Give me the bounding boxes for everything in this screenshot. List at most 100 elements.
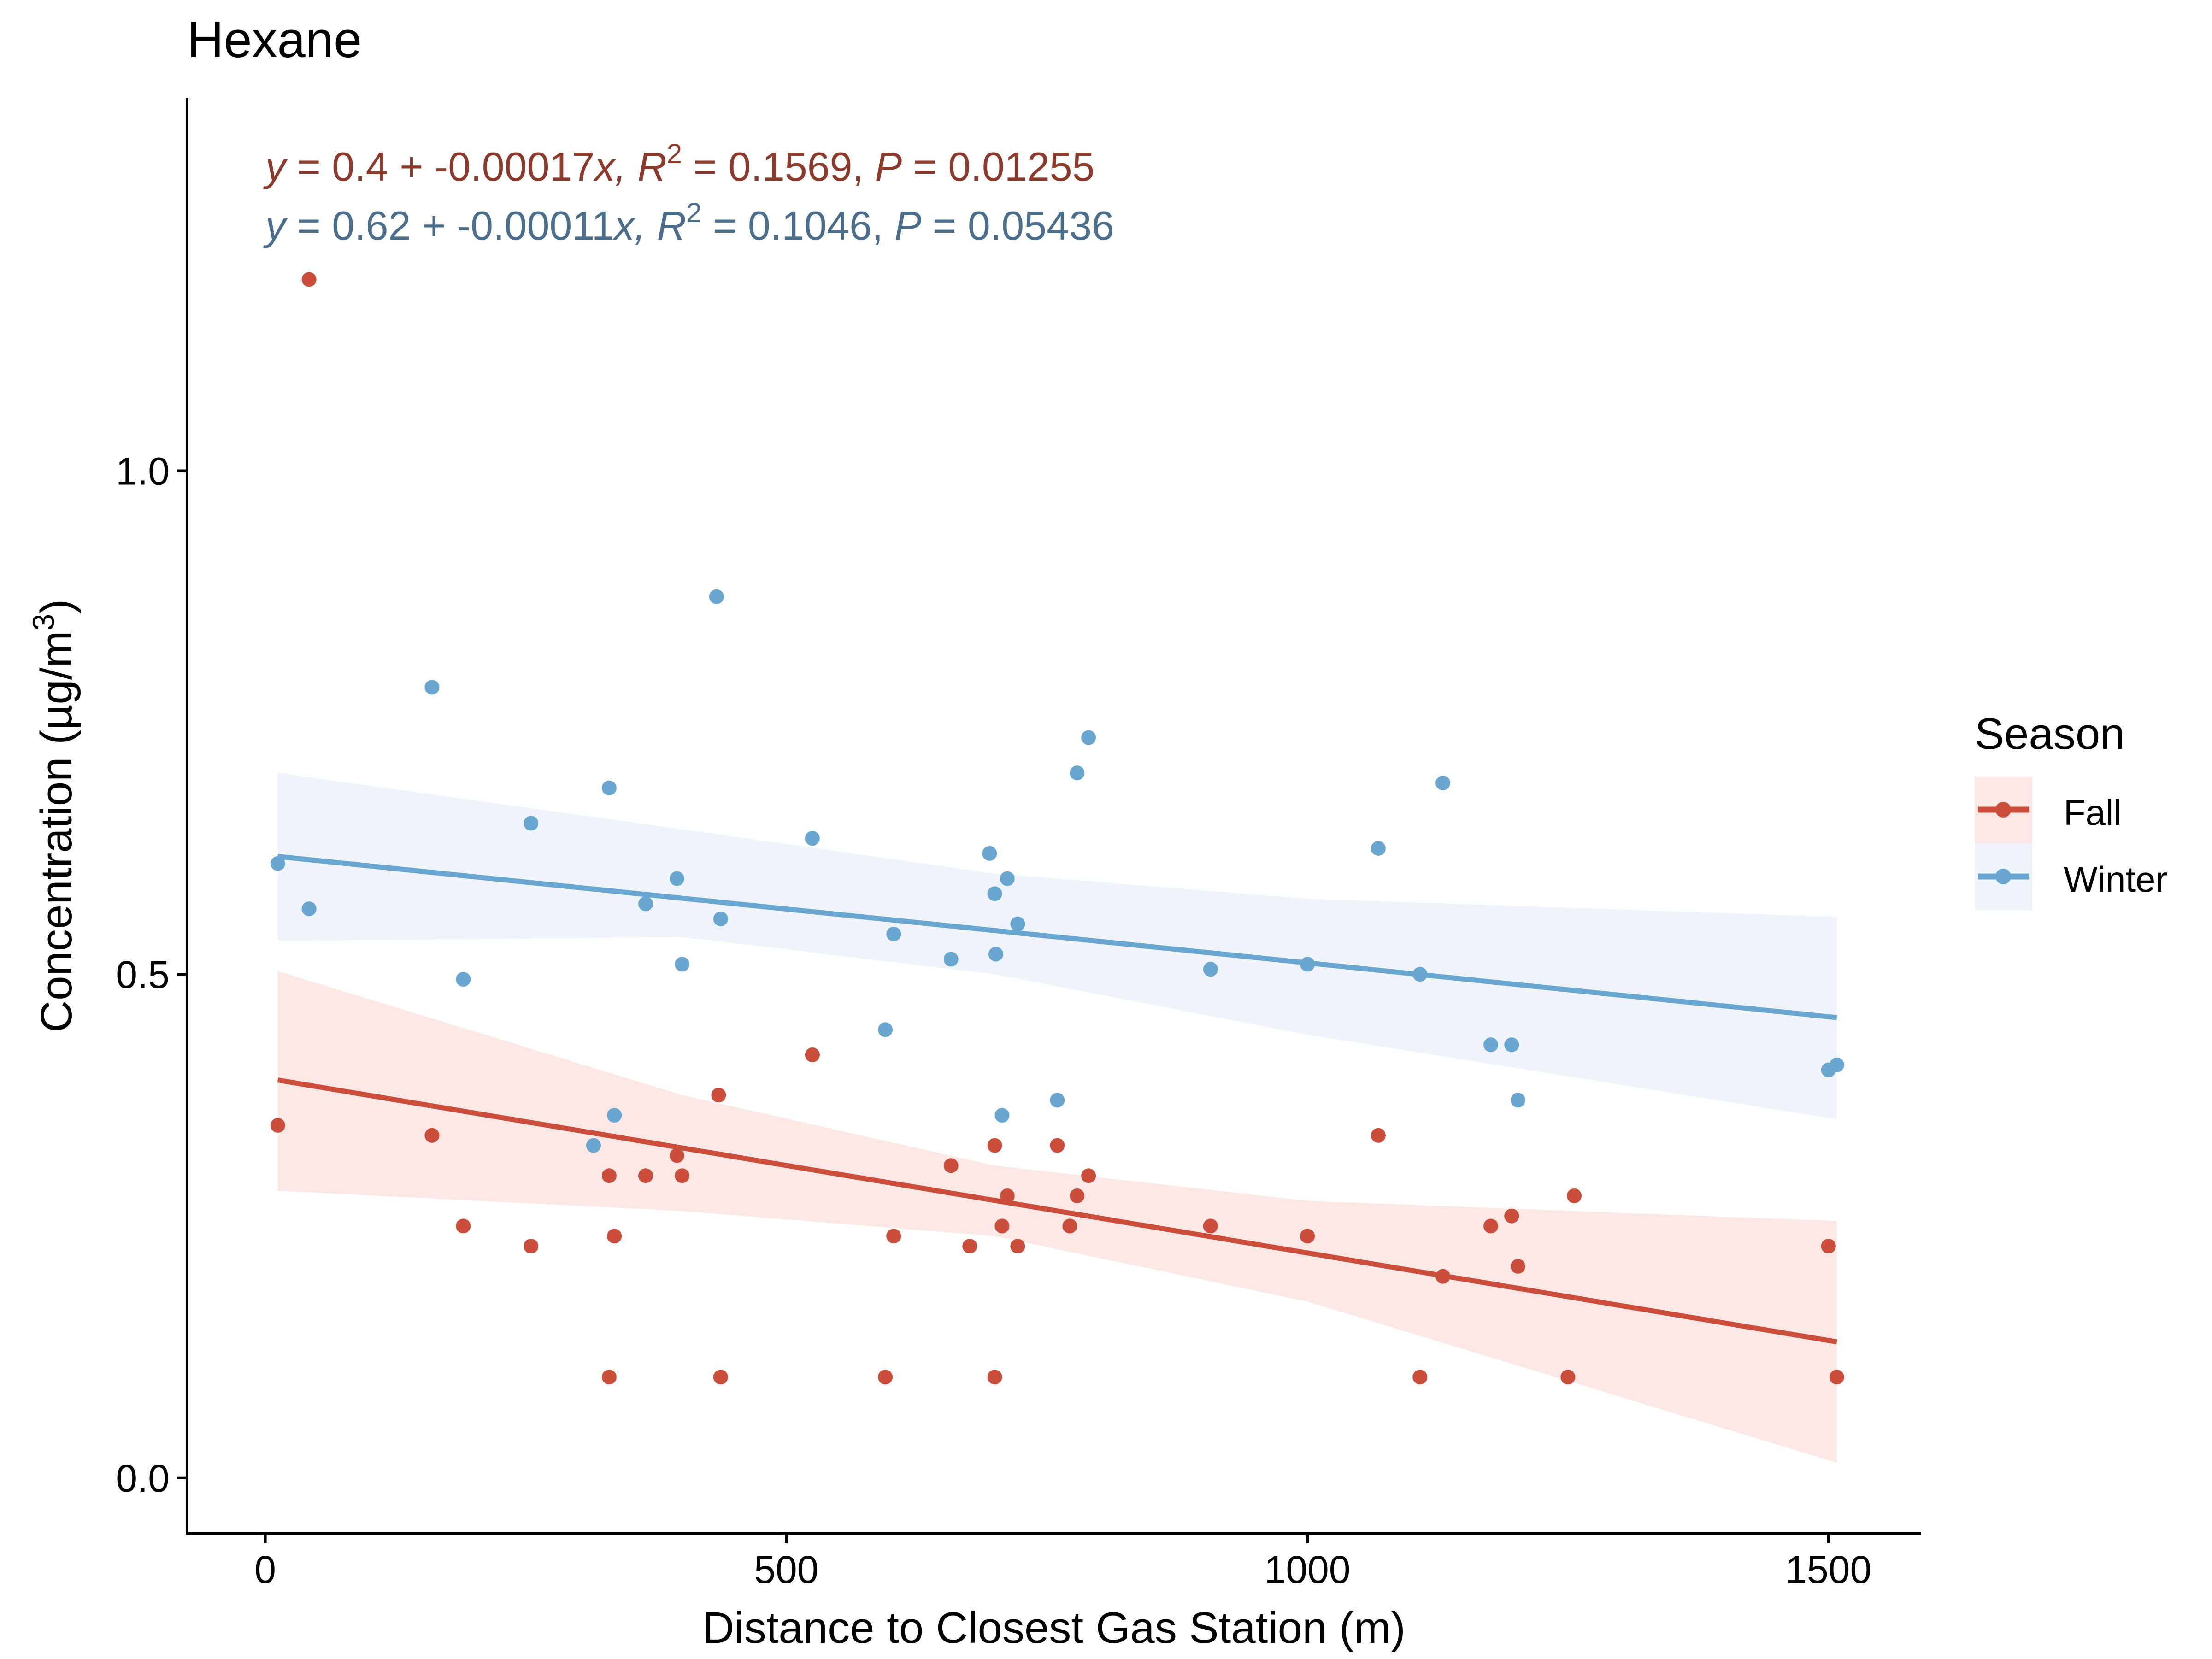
- data-point-fall-2: [424, 1128, 440, 1143]
- data-point-winter-10: [675, 957, 690, 972]
- data-point-winter-24: [1070, 765, 1085, 781]
- x-tick-label: 1000: [1265, 1548, 1351, 1591]
- confidence-band-fall: [277, 971, 1837, 1463]
- data-point-winter-11: [709, 589, 724, 604]
- data-point-winter-13: [805, 831, 820, 846]
- data-point-fall-0: [270, 1118, 285, 1133]
- data-point-winter-6: [601, 780, 617, 795]
- data-point-winter-35: [1829, 1057, 1844, 1072]
- x-tick-label: 1500: [1785, 1548, 1871, 1591]
- data-point-fall-13: [805, 1047, 820, 1062]
- x-axis-ticks: 0 500 1000 1500: [254, 1533, 1871, 1591]
- data-point-fall-16: [943, 1158, 959, 1173]
- data-point-fall-38: [1829, 1370, 1844, 1385]
- data-point-fall-5: [601, 1168, 617, 1183]
- data-point-winter-27: [1300, 957, 1315, 972]
- y-axis-label: Concentration (µg/m3): [26, 599, 81, 1032]
- confidence-bands: [277, 773, 1837, 1463]
- fall-equation: y = 0.4 + -0.00017x, R2 = 0.1569, P = 0.…: [263, 138, 1095, 189]
- data-point-fall-19: [987, 1370, 1002, 1385]
- data-point-winter-7: [607, 1108, 622, 1123]
- data-point-fall-31: [1435, 1269, 1451, 1284]
- y-axis-ticks: 0.0 0.5 1.0: [116, 450, 187, 1500]
- legend-label-winter: Winter: [2064, 859, 2167, 900]
- data-point-fall-21: [1000, 1188, 1015, 1203]
- y-tick-label: 0.0: [116, 1457, 170, 1500]
- data-point-fall-29: [1371, 1128, 1386, 1143]
- x-tick-label: 0: [254, 1548, 276, 1591]
- chart-title: Hexane: [187, 12, 362, 68]
- data-point-fall-24: [1062, 1218, 1077, 1234]
- data-point-fall-10: [675, 1168, 690, 1183]
- data-point-winter-28: [1371, 841, 1386, 856]
- data-point-winter-17: [982, 846, 997, 861]
- data-point-fall-1: [301, 272, 317, 287]
- data-point-fall-8: [638, 1168, 653, 1183]
- data-point-winter-16: [943, 952, 959, 967]
- data-point-fall-26: [1081, 1168, 1096, 1183]
- confidence-band-winter: [277, 773, 1837, 1119]
- y-axis-label-close: ): [32, 599, 81, 614]
- data-point-winter-8: [638, 896, 653, 912]
- data-point-winter-19: [988, 947, 1003, 962]
- data-point-fall-37: [1821, 1239, 1836, 1254]
- data-point-winter-9: [669, 871, 684, 886]
- data-point-fall-9: [669, 1148, 684, 1163]
- data-point-fall-23: [1050, 1138, 1065, 1153]
- data-point-fall-12: [713, 1370, 728, 1385]
- data-point-fall-25: [1070, 1188, 1085, 1203]
- data-point-fall-14: [878, 1370, 893, 1385]
- data-point-winter-12: [713, 911, 728, 926]
- data-point-winter-0: [270, 856, 285, 871]
- legend-title: Season: [1975, 709, 2125, 759]
- data-point-fall-30: [1412, 1370, 1428, 1385]
- data-point-fall-33: [1504, 1208, 1519, 1224]
- data-point-winter-1: [301, 901, 317, 917]
- data-point-winter-32: [1504, 1037, 1519, 1053]
- data-point-fall-35: [1560, 1370, 1576, 1385]
- legend-key-winter-point: [1995, 869, 2011, 884]
- legend: Season Fall Winter: [1975, 709, 2167, 910]
- data-point-winter-25: [1081, 730, 1096, 745]
- data-point-winter-4: [524, 816, 539, 831]
- data-point-winter-5: [586, 1138, 601, 1153]
- data-point-fall-22: [1010, 1239, 1025, 1254]
- legend-label-fall: Fall: [2064, 792, 2122, 833]
- data-point-winter-22: [1010, 916, 1025, 931]
- data-point-fall-11: [711, 1088, 726, 1103]
- data-point-fall-32: [1483, 1218, 1499, 1234]
- data-point-winter-20: [994, 1108, 1010, 1123]
- y-axis-label-sup: 3: [26, 614, 60, 631]
- data-point-fall-4: [524, 1239, 539, 1254]
- data-point-fall-27: [1203, 1218, 1218, 1234]
- data-point-winter-3: [456, 972, 471, 987]
- y-tick-label: 0.5: [116, 953, 170, 996]
- legend-key-fall-point: [1995, 802, 2011, 818]
- data-point-fall-18: [987, 1138, 1002, 1153]
- x-tick-label: 500: [754, 1548, 818, 1591]
- data-point-fall-28: [1300, 1229, 1315, 1244]
- data-point-winter-26: [1203, 962, 1218, 977]
- data-point-fall-7: [607, 1229, 622, 1244]
- winter-equation: y = 0.62 + -0.00011x, R2 = 0.1046, P = 0…: [263, 197, 1114, 248]
- legend-item-fall: Fall: [1975, 777, 2122, 843]
- legend-item-winter: Winter: [1975, 843, 2167, 910]
- data-point-fall-15: [886, 1229, 901, 1244]
- regression-line-fall: [277, 1077, 1837, 1345]
- data-point-fall-3: [456, 1218, 471, 1234]
- regression-line-winter: [277, 854, 1837, 1020]
- data-point-winter-18: [987, 886, 1002, 901]
- data-point-fall-17: [962, 1239, 977, 1254]
- data-point-winter-23: [1050, 1093, 1065, 1108]
- data-point-fall-36: [1566, 1188, 1582, 1203]
- data-point-winter-31: [1483, 1037, 1499, 1053]
- data-point-fall-6: [601, 1370, 617, 1385]
- data-point-winter-21: [1000, 871, 1015, 886]
- y-axis-label-base: Concentration (µg/m: [32, 631, 81, 1033]
- data-points: [270, 272, 1844, 1385]
- data-point-winter-2: [424, 680, 440, 695]
- x-axis-label: Distance to Closest Gas Station (m): [702, 1603, 1406, 1653]
- data-point-fall-20: [994, 1218, 1010, 1234]
- data-point-winter-29: [1412, 967, 1428, 982]
- data-point-winter-14: [878, 1022, 893, 1037]
